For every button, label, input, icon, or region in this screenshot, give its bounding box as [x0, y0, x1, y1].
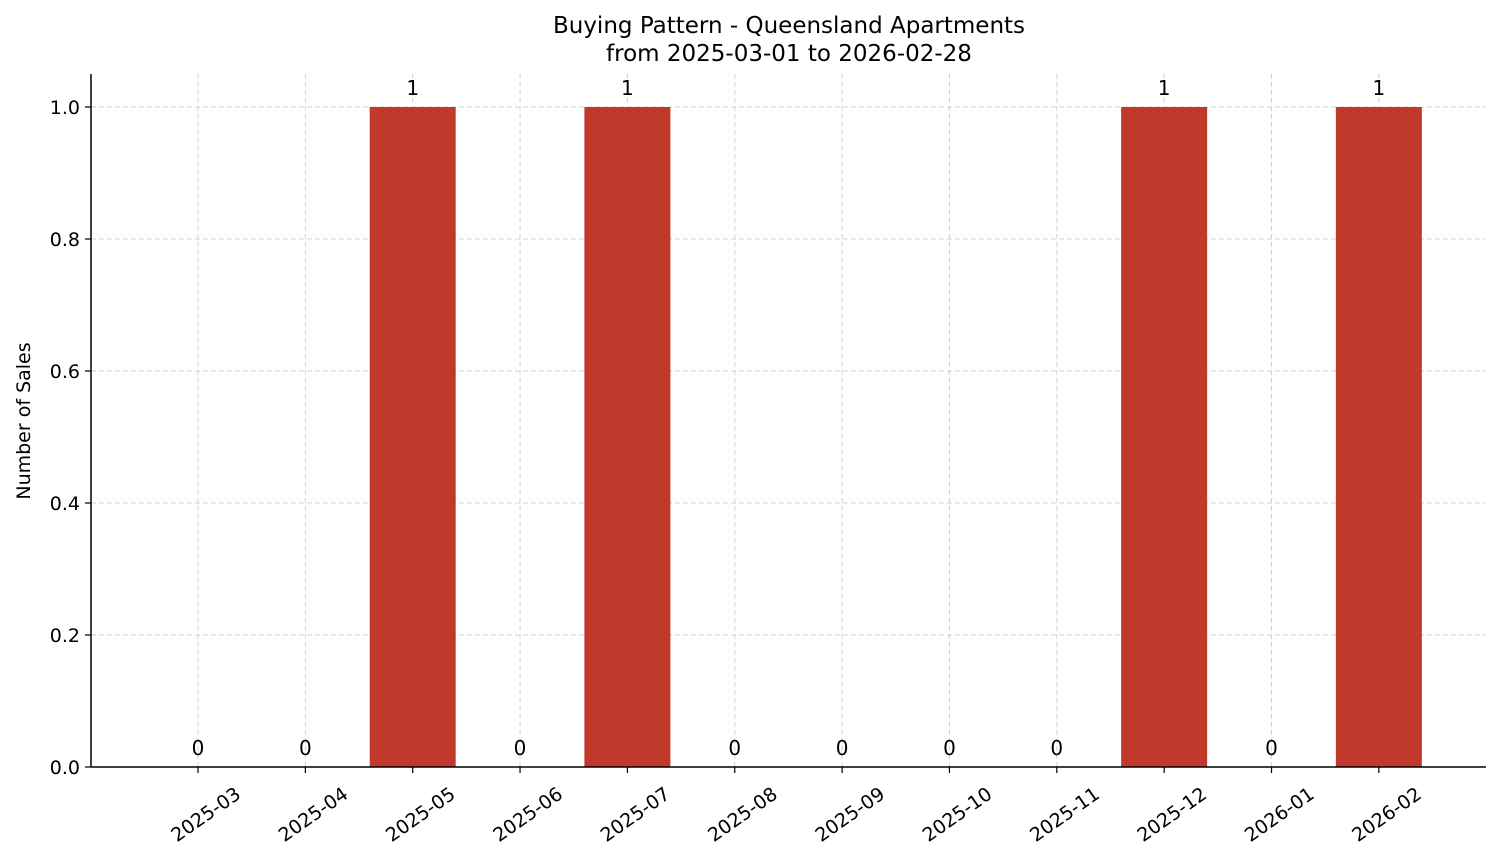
- bar-value-label: 1: [1158, 76, 1171, 100]
- data-label-layer: 0 0 1 0 1 0 0 0 0 1 0 1: [192, 76, 1386, 760]
- bar-value-label: 0: [943, 736, 956, 760]
- bar: [369, 107, 456, 767]
- axis-layer: 2025-03 2025-04 2025-05 2025-06 2025-07 2025-…: [50, 74, 1486, 847]
- y-tick-label: 0.0: [50, 757, 80, 779]
- bar-value-label: 0: [1265, 736, 1278, 760]
- x-tick-label: 2026-02: [1348, 783, 1426, 847]
- x-tick-label: 2026-01: [1241, 783, 1319, 847]
- bar-value-label: 0: [1050, 736, 1063, 760]
- x-tick-label: 2025-03: [167, 783, 245, 847]
- y-axis-label: Number of Sales: [13, 342, 35, 499]
- y-tick-label: 1.0: [50, 97, 80, 119]
- bar: [1335, 107, 1422, 767]
- y-tick-label: 0.6: [50, 361, 80, 383]
- bar-value-label: 0: [299, 736, 312, 760]
- bar-value-label: 1: [1372, 76, 1385, 100]
- bar-value-label: 0: [514, 736, 527, 760]
- bar-value-label: 0: [728, 736, 741, 760]
- x-tick-label: 2025-04: [275, 783, 353, 847]
- chart-title: Buying Pattern - Queensland Apartments: [553, 13, 1025, 39]
- bar-value-label: 0: [836, 736, 849, 760]
- x-tick-label: 2025-08: [704, 783, 782, 847]
- chart-subtitle: from 2025-03-01 to 2026-02-28: [606, 41, 972, 67]
- x-tick-label: 2025-12: [1133, 783, 1211, 847]
- bar-layer: [369, 107, 1422, 767]
- bar: [584, 107, 671, 767]
- x-tick-label: 2025-06: [489, 783, 567, 847]
- bar-value-label: 0: [192, 736, 205, 760]
- y-tick-label: 0.4: [50, 493, 80, 515]
- grid-layer: [91, 74, 1486, 768]
- bar-value-label: 1: [621, 76, 634, 100]
- x-tick-label: 2025-09: [811, 783, 889, 847]
- x-tick-label: 2025-05: [382, 783, 460, 847]
- y-tick-label: 0.8: [50, 229, 80, 251]
- bar: [1121, 107, 1208, 767]
- x-tick-label: 2025-10: [919, 783, 997, 847]
- x-tick-label: 2025-11: [1026, 783, 1104, 847]
- bar-value-label: 1: [406, 76, 419, 100]
- x-tick-label: 2025-07: [597, 783, 675, 847]
- y-tick-label: 0.2: [50, 625, 80, 647]
